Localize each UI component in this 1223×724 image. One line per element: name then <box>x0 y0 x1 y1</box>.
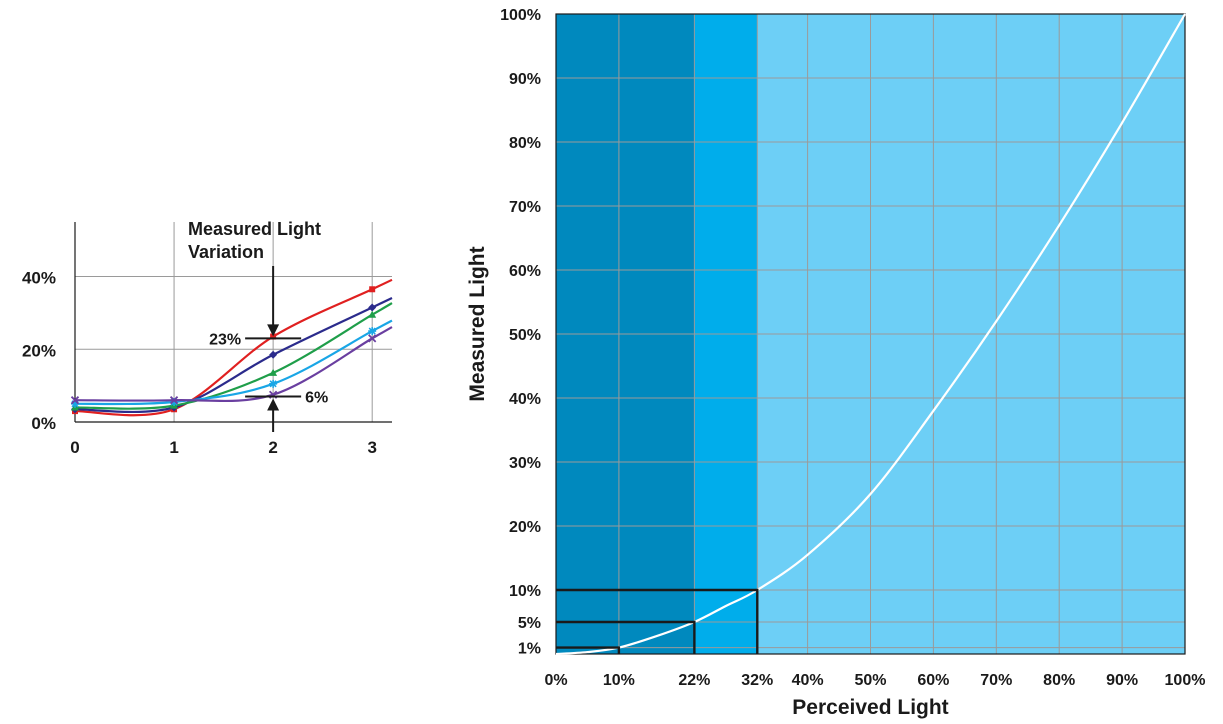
main-y-tick-label: 10% <box>509 583 541 600</box>
inset-x-tick-label: 2 <box>268 438 277 457</box>
main-y-tick-label: 100% <box>500 7 541 24</box>
x-axis-title: Perceived Light <box>792 696 948 719</box>
main-x-tick-label: 22% <box>678 672 710 689</box>
annotation-title-line1: Measured Light <box>188 219 321 239</box>
main-y-tick-label: 5% <box>518 615 541 632</box>
main-x-tick-label: 60% <box>917 672 949 689</box>
main-y-tick-label: 60% <box>509 263 541 280</box>
inset-x-tick-label: 0 <box>70 438 79 457</box>
inset-point-marker <box>269 350 278 359</box>
inset-y-tick-label: 20% <box>22 341 56 360</box>
inset-point-marker <box>270 333 277 340</box>
annotation-low-label: 6% <box>305 390 328 407</box>
main-x-tick-label: 0% <box>544 672 567 689</box>
inset-y-tick-label: 0% <box>31 414 56 433</box>
main-x-tick-label: 70% <box>980 672 1012 689</box>
guide-line <box>556 620 696 654</box>
inset-point-marker <box>368 310 377 318</box>
main-y-tick-label: 1% <box>518 641 541 658</box>
main-y-tick-label: 80% <box>509 135 541 152</box>
inset-point-marker <box>369 286 376 293</box>
inset-y-tick-label: 40% <box>22 269 56 288</box>
inset-series-line <box>74 278 393 417</box>
main-x-tick-label: 90% <box>1106 672 1138 689</box>
main-y-tick-label: 90% <box>509 71 541 88</box>
main-x-tick-label: 80% <box>1043 672 1075 689</box>
inset-point-marker <box>71 399 79 408</box>
inset-point-marker <box>368 327 377 336</box>
inset-point-marker <box>170 398 179 406</box>
inset-x-tick-label: 1 <box>169 438 178 457</box>
main-chart: 0% 10% 22% 32% 40% 50% 60% 70% 80% 90% 100% 1% 5% 10%… <box>466 7 1205 719</box>
inset-x-tick-label: 3 <box>367 438 376 457</box>
inset-point-marker <box>169 396 179 405</box>
main-x-tick-label: 10% <box>603 672 635 689</box>
main-y-tick-label: 20% <box>509 519 541 536</box>
plot-frame <box>555 13 1186 655</box>
guide-line <box>556 646 621 654</box>
guide-line <box>556 588 759 654</box>
inset-point-marker <box>70 396 80 405</box>
inset-series-line <box>74 297 393 414</box>
main-y-tick-label: 30% <box>509 455 541 472</box>
annotation-high-label: 23% <box>209 331 241 348</box>
annotation-title-line2: Variation <box>188 242 264 262</box>
main-y-tick-label: 40% <box>509 391 541 408</box>
perception-curve <box>555 13 1186 656</box>
main-y-tick-label: 70% <box>509 199 541 216</box>
main-x-tick-label: 32% <box>741 672 773 689</box>
inset-chart: 0 1 2 3 0% 20% 40% Measured Light Variation 23% 6% <box>22 219 393 457</box>
main-y-tick-label: 50% <box>509 327 541 344</box>
annotation-arrowhead-top <box>267 324 280 337</box>
y-axis-title: Measured Light <box>466 246 489 401</box>
inset-point-marker <box>269 368 278 376</box>
inset-point-marker <box>269 379 278 388</box>
main-x-tick-label: 50% <box>854 672 886 689</box>
main-x-tick-label: 100% <box>1165 672 1206 689</box>
inset-point-marker <box>368 334 377 343</box>
main-x-tick-label: 40% <box>792 672 824 689</box>
inset-point-marker <box>368 303 377 312</box>
